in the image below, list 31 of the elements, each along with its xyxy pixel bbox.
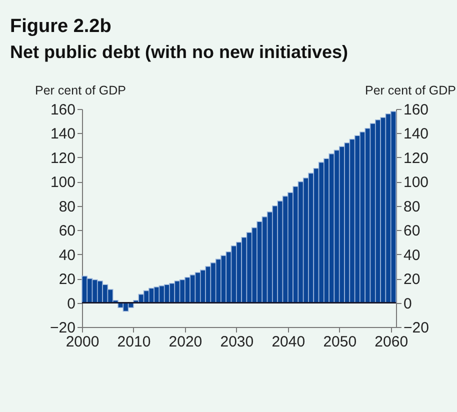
- y-tick-label: 140: [50, 126, 76, 143]
- y2-tick-label: 40: [404, 246, 420, 264]
- y-tick-label: 0: [67, 295, 76, 312]
- y2-tick-label: 20: [404, 271, 420, 288]
- y2-tick-label: 0: [404, 295, 412, 312]
- y2-tick-label: 100: [404, 174, 429, 192]
- y2-tick-label: 160: [404, 102, 429, 118]
- y-axis-title: Per cent of GDP: [34, 84, 126, 98]
- y2-tick-label: 80: [404, 198, 420, 216]
- x-tick-label: 2060: [374, 334, 408, 350]
- y2-axis-title: Per cent of GDP: [364, 84, 456, 98]
- chart-subtitle: Net public debt (with no new initiatives): [10, 42, 348, 62]
- chart-title: Figure 2.2b: [10, 16, 112, 37]
- y2-tick-label: −20: [404, 320, 429, 336]
- y-tick-label: 160: [50, 102, 76, 118]
- x-tick-label: 2040: [272, 334, 306, 350]
- y-tick-label: 40: [58, 246, 76, 264]
- y-tick-label: 60: [58, 222, 76, 240]
- x-tick-label: 2030: [220, 334, 254, 350]
- y-tick-label: 100: [50, 174, 76, 192]
- x-tick-label: 2000: [66, 334, 100, 350]
- y-tick-label: −20: [50, 320, 76, 336]
- x-tick-label: 2020: [168, 334, 202, 350]
- y-tick-label: 20: [58, 271, 76, 288]
- y2-tick-label: 60: [404, 222, 420, 240]
- y-tick-label: 120: [50, 150, 76, 167]
- y2-tick-label: 120: [404, 150, 429, 167]
- y-tick-label: 80: [58, 198, 76, 216]
- y2-tick-label: 140: [404, 126, 429, 143]
- x-tick-label: 2010: [117, 334, 151, 350]
- x-tick-label: 2050: [323, 334, 357, 350]
